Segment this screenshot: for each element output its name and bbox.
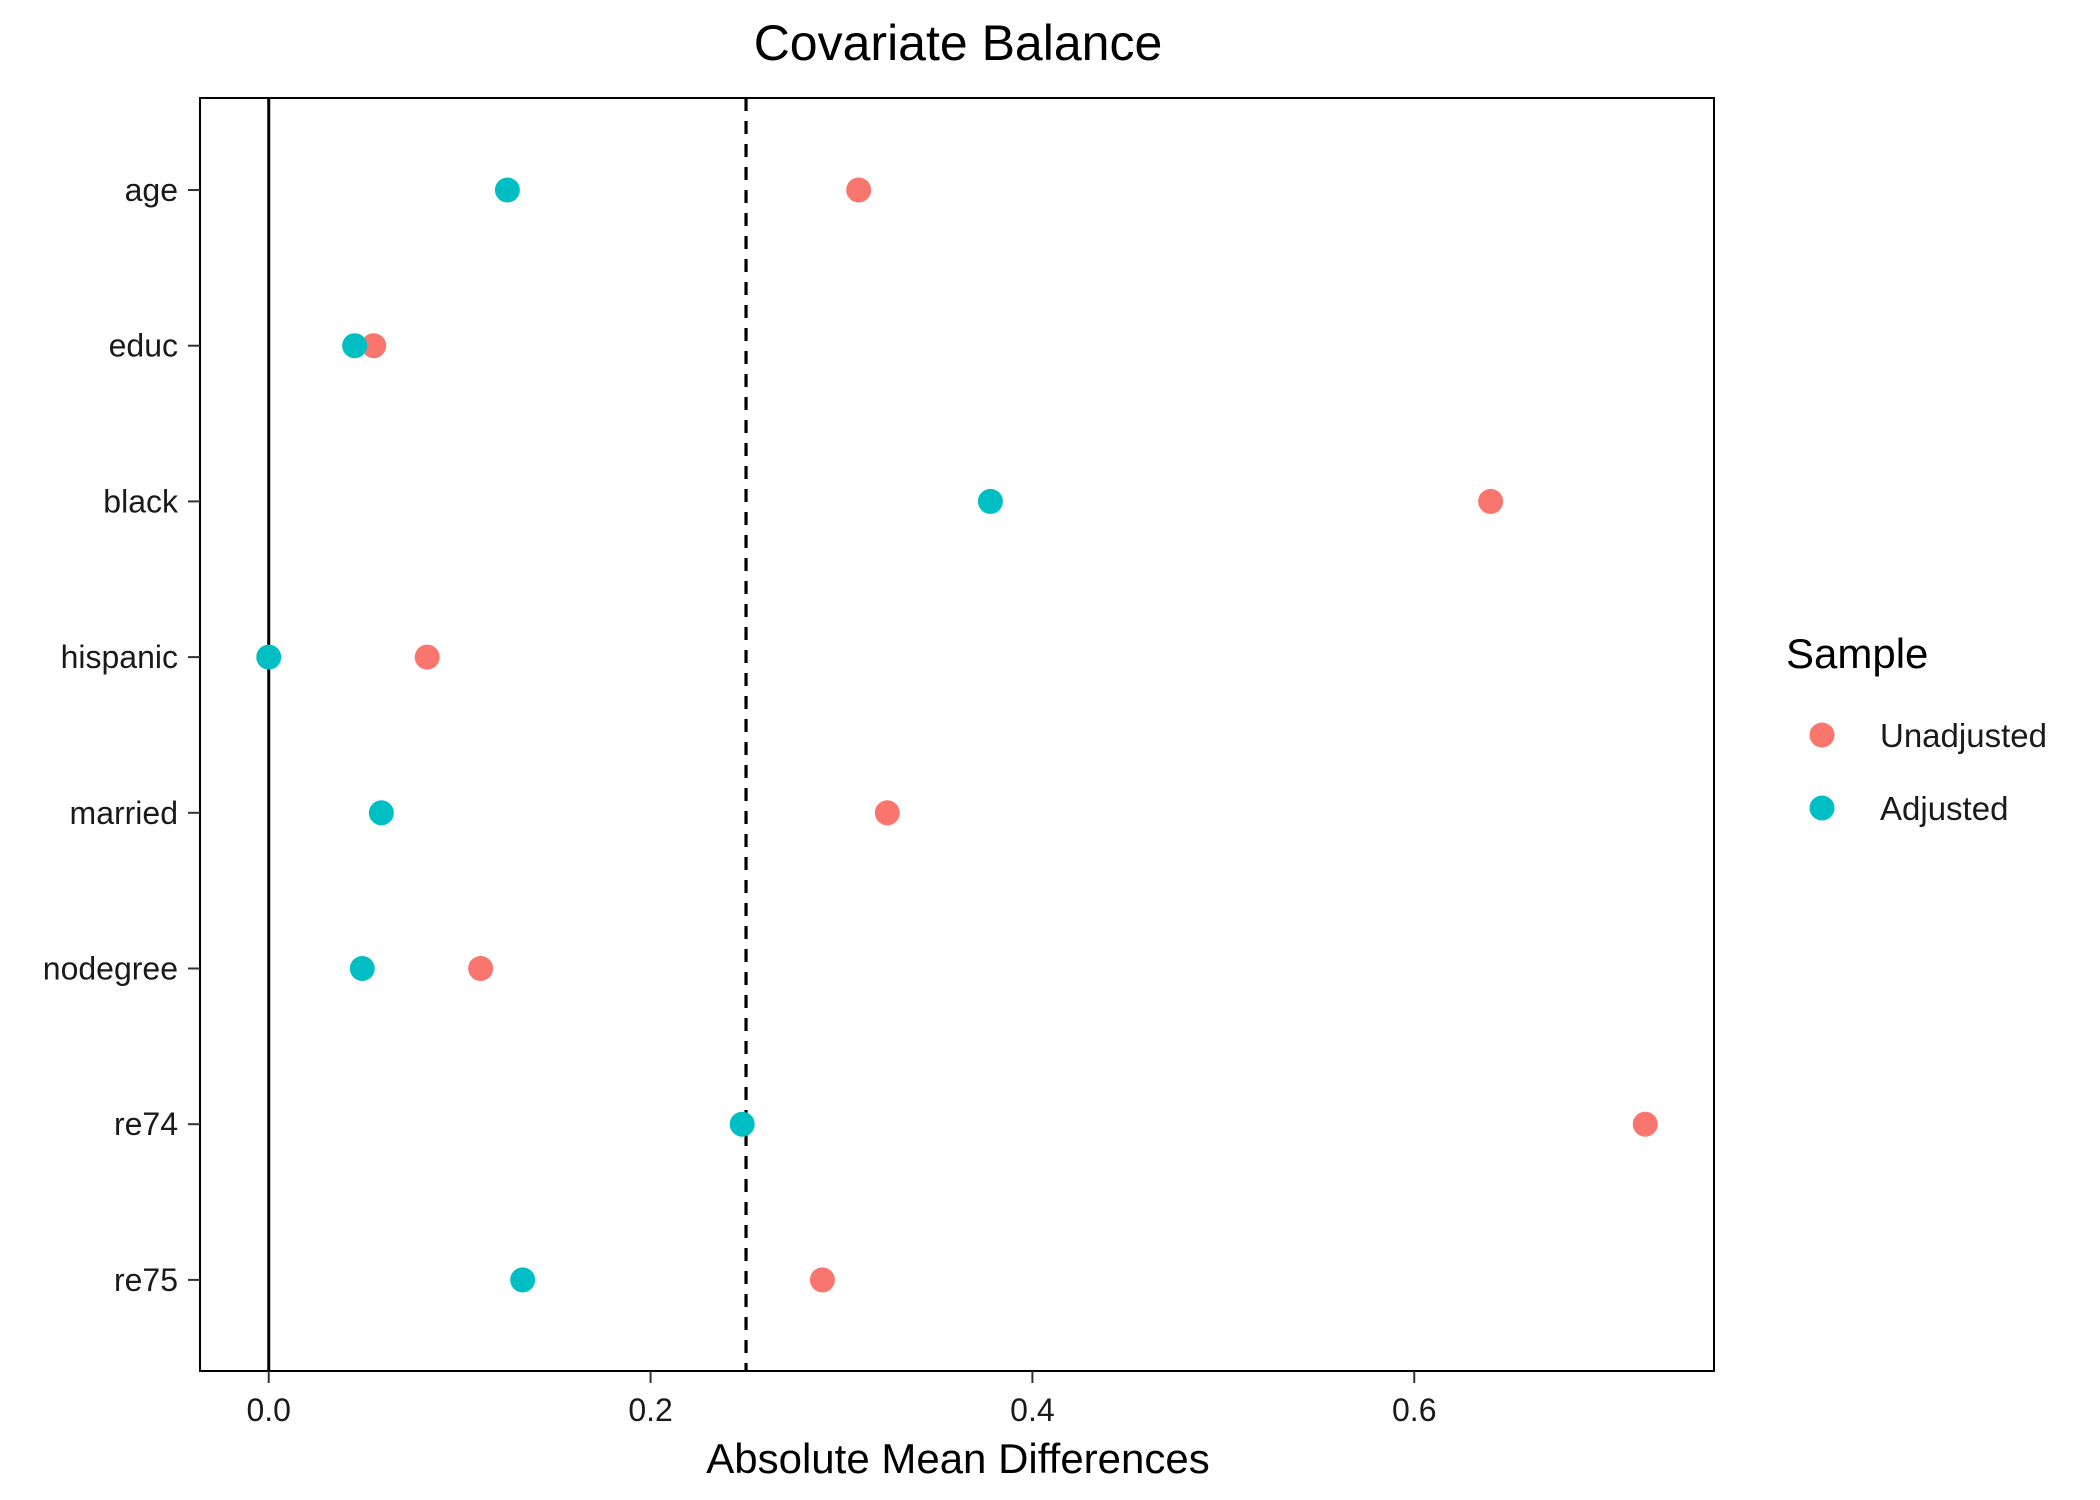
y-tick-label: black xyxy=(103,483,179,519)
legend-label-adjusted: Adjusted xyxy=(1880,790,2008,827)
x-tick-label: 0.2 xyxy=(628,1392,672,1428)
legend-items: Unadjusted Adjusted xyxy=(1809,717,2047,827)
y-tick-label: married xyxy=(70,795,178,831)
point-adjusted-educ xyxy=(342,333,368,359)
legend-key-adjusted xyxy=(1809,795,1835,821)
y-tick-label: re75 xyxy=(114,1262,178,1298)
point-unadjusted-black xyxy=(1478,488,1504,514)
legend-label-unadjusted: Unadjusted xyxy=(1880,717,2047,754)
x-axis-title: Absolute Mean Differences xyxy=(706,1435,1210,1482)
plot-area: age educ black hispanic married nodegree re74 r… xyxy=(43,97,1715,1428)
y-tick-label: hispanic xyxy=(61,639,178,675)
point-unadjusted-married xyxy=(874,800,900,826)
y-tick-label: nodegree xyxy=(43,951,178,987)
y-tick-label: re74 xyxy=(114,1106,178,1142)
point-unadjusted-age xyxy=(846,177,872,203)
point-adjusted-re74 xyxy=(729,1111,755,1137)
point-adjusted-nodegree xyxy=(349,956,375,981)
chart-title: Covariate Balance xyxy=(754,15,1163,71)
legend-key-unadjusted xyxy=(1809,722,1835,748)
point-unadjusted-re75 xyxy=(809,1267,835,1293)
point-adjusted-married xyxy=(368,800,394,826)
legend: Sample Unadjusted Adjusted xyxy=(1786,630,2047,827)
point-unadjusted-nodegree xyxy=(468,956,494,981)
point-adjusted-black xyxy=(977,488,1003,514)
legend-title: Sample xyxy=(1786,630,1928,677)
x-tick-label: 0.4 xyxy=(1010,1392,1054,1428)
y-tick-label: age xyxy=(125,172,178,208)
point-unadjusted-re74 xyxy=(1632,1111,1658,1137)
x-tick-label: 0.0 xyxy=(246,1392,290,1428)
point-adjusted-re75 xyxy=(510,1267,536,1293)
point-unadjusted-educ xyxy=(361,333,387,359)
panel-background xyxy=(200,98,1714,1371)
point-unadjusted-hispanic xyxy=(414,644,440,670)
panel-border xyxy=(199,97,1715,1372)
y-tick-label: educ xyxy=(109,328,178,364)
x-tick-label: 0.6 xyxy=(1392,1392,1436,1428)
point-adjusted-hispanic xyxy=(256,644,282,670)
point-adjusted-age xyxy=(494,177,520,203)
